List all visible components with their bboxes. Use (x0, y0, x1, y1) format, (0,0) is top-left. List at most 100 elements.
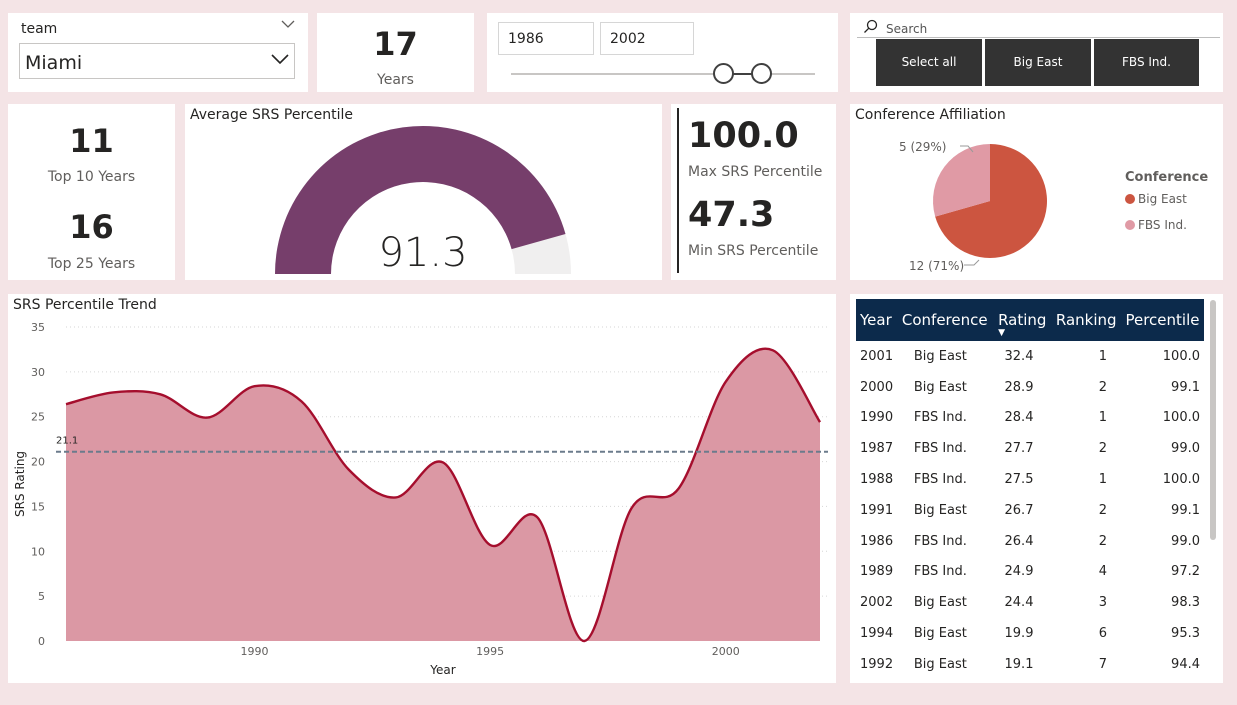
table-cell: 97.2 (1171, 564, 1200, 580)
table-cell: 1989 (860, 564, 894, 580)
table-row[interactable]: 2001 Big East 32.4 1 100.0 (856, 341, 1204, 372)
chevron-down-icon[interactable] (280, 18, 296, 30)
table-cell: 1994 (860, 626, 894, 642)
legend-item-fbs-ind[interactable]: FBS Ind. (1138, 218, 1187, 232)
x-axis-title: Year (429, 663, 455, 677)
table-cell: FBS Ind. (913, 564, 967, 580)
table-row[interactable]: 2000 Big East 28.9 2 99.1 (856, 372, 1204, 403)
table-cell: 4 (1098, 564, 1107, 580)
table-cell: 19.9 (1004, 626, 1034, 642)
y-tick-label: 30 (31, 366, 45, 379)
table-cell: 24.4 (1004, 595, 1034, 611)
data-point[interactable] (440, 459, 446, 465)
range-track (511, 73, 815, 75)
pie-title: Conference Affiliation (855, 107, 1006, 123)
years-kpi-card: 17 Years (317, 13, 474, 92)
gauge-value-arc (275, 125, 566, 274)
data-point[interactable] (629, 505, 635, 511)
table-cell: 99.0 (1171, 533, 1200, 549)
data-point[interactable] (487, 542, 493, 548)
data-point[interactable] (63, 401, 69, 407)
pie-slice-fbs-ind[interactable] (933, 144, 990, 217)
top10-label: Top 10 Years (47, 169, 136, 185)
select-all-button[interactable]: Select all (876, 39, 982, 86)
pie-slice-big-east[interactable] (935, 144, 1047, 258)
table-cell: 19.1 (1004, 656, 1034, 672)
team-dropdown[interactable]: Miami (19, 43, 295, 79)
range-end-input[interactable]: 2002 (600, 22, 694, 55)
year-range-slicer: 1986 2002 (487, 13, 838, 92)
legend-marker-big-east (1125, 194, 1135, 204)
data-point[interactable] (770, 347, 776, 353)
divider (677, 108, 679, 273)
data-point[interactable] (252, 383, 258, 389)
gauge-title: Average SRS Percentile (190, 107, 353, 123)
column-header[interactable]: Conference (897, 299, 994, 341)
table-cell: Big East (913, 379, 967, 395)
range-start-handle[interactable] (713, 63, 734, 84)
slicer-label: team (21, 21, 58, 37)
data-point[interactable] (157, 391, 163, 397)
table-cell: Big East (913, 595, 967, 611)
range-end-handle[interactable] (751, 63, 772, 84)
trend-chart: 0 5 10 15 20 25 30 35 21.1 1990 1995 2000 Year SRS Ra… (13, 321, 828, 677)
table-row[interactable]: 1987 FBS Ind. 27.7 2 99.0 (856, 433, 1204, 464)
y-tick-label: 35 (31, 321, 45, 334)
column-header[interactable]: Rating ▼ (993, 299, 1052, 341)
table-cell: 2002 (860, 595, 894, 611)
table-cell: 1986 (860, 533, 894, 549)
table-row[interactable]: 1991 Big East 26.7 2 99.1 (856, 495, 1204, 526)
table-cell: 1991 (860, 502, 894, 518)
y-tick-label: 25 (31, 411, 45, 424)
table-cell: 26.4 (1004, 533, 1034, 549)
range-start-input[interactable]: 1986 (498, 22, 594, 55)
table-cell: 99.1 (1171, 379, 1200, 395)
gauge-value-label: 91.3 (378, 230, 467, 276)
big-east-button[interactable]: Big East (985, 39, 1091, 86)
y-tick-label: 0 (38, 635, 45, 648)
legend-title: Conference (1125, 170, 1208, 185)
y-tick-label: 5 (38, 590, 45, 603)
max-value: 100.0 (688, 116, 799, 156)
table-cell: 2000 (860, 379, 894, 395)
data-point[interactable] (817, 419, 823, 425)
pie-label-big-east: 12 (71%) (909, 259, 964, 273)
column-header[interactable]: Percentile (1121, 299, 1204, 341)
data-point[interactable] (534, 514, 540, 520)
data-point[interactable] (676, 485, 682, 491)
ratings-table-card: Year Conference Rating ▼ Ranking Percentile 2… (850, 294, 1223, 683)
range-selected-fill (723, 73, 761, 75)
table-row[interactable]: 1994 Big East 19.9 6 95.3 (856, 618, 1204, 649)
search-icon (864, 19, 878, 33)
column-header[interactable]: Year (856, 299, 898, 341)
legend-item-big-east[interactable]: Big East (1138, 192, 1187, 206)
table-cell: Big East (913, 502, 967, 518)
data-point[interactable] (581, 638, 587, 644)
data-point[interactable] (346, 467, 352, 473)
pie-chart: 5 (29%) 12 (71%) Conference Big East FBS… (899, 140, 1208, 273)
x-tick-label: 2000 (712, 645, 740, 658)
column-header[interactable]: Ranking (1051, 299, 1121, 341)
data-point[interactable] (299, 398, 305, 404)
max-label: Max SRS Percentile (688, 164, 823, 180)
table-row[interactable]: 1986 FBS Ind. 26.4 2 99.0 (856, 526, 1204, 557)
top-years-card: 11 Top 10 Years 16 Top 25 Years (8, 104, 175, 280)
data-point[interactable] (723, 379, 729, 385)
table-row[interactable]: 1989 FBS Ind. 24.9 4 97.2 (856, 557, 1204, 588)
table-row[interactable]: 1990 FBS Ind. 28.4 1 100.0 (856, 403, 1204, 434)
gauge-chart: 91.3 (275, 125, 571, 276)
data-point[interactable] (204, 415, 210, 421)
table-cell: Big East (913, 348, 967, 364)
table-row[interactable]: 1988 FBS Ind. 27.5 1 100.0 (856, 464, 1204, 495)
data-point[interactable] (393, 494, 399, 500)
sort-desc-icon[interactable]: ▼ (998, 328, 1005, 338)
fbs-ind-button[interactable]: FBS Ind. (1094, 39, 1199, 86)
area-fill (66, 348, 820, 642)
table-row[interactable]: 1992 Big East 19.1 7 94.4 (856, 649, 1204, 680)
y-tick-label: 15 (31, 500, 45, 513)
data-point[interactable] (110, 389, 116, 395)
table-scrollbar[interactable] (1210, 300, 1216, 540)
search-input[interactable]: Search (886, 22, 928, 36)
table-row[interactable]: 2002 Big East 24.4 3 98.3 (856, 587, 1204, 618)
top10-value: 11 (69, 122, 114, 160)
